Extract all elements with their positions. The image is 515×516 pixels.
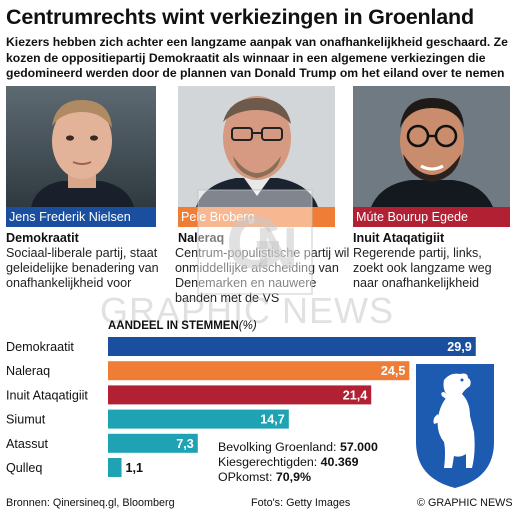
- bar: [108, 361, 410, 381]
- fact-eligible-voters: Kiesgerechtigden: 40.369: [218, 455, 359, 469]
- footer-copyright: © GRAPHIC NEWS: [417, 497, 513, 509]
- party-name-inuit-ataqatigiit: Inuit Ataqatigiit: [353, 231, 445, 245]
- page-subtitle: Kiezers hebben zich achter een langzame …: [6, 35, 508, 80]
- facts-box: Bevolking Groenland: 57.000 Kiesgerechti…: [218, 440, 378, 485]
- greenland-coat-of-arms-icon: [416, 364, 494, 488]
- candidate-name-nielsen: Jens Frederik Nielsen: [6, 207, 156, 227]
- party-description-demokraatit: Sociaal-liberale partij, staat geleideli…: [6, 246, 159, 290]
- page-title: Centrumrechts wint verkiezingen in Groen…: [6, 5, 474, 29]
- candidate-photo-nielsen: [6, 86, 156, 207]
- category-label: Inuit Ataqatigiit: [6, 388, 88, 402]
- bar: [108, 385, 372, 405]
- chart-title: AANDEEL IN STEMMEN(%): [108, 320, 257, 332]
- category-label: Demokraatit: [6, 340, 74, 354]
- value-label: 7,3: [176, 437, 194, 451]
- value-label: 24,5: [381, 364, 406, 378]
- party-description-naleraq: Centrum-populistische partij wil onmidde…: [175, 246, 350, 305]
- candidate-name-broberg: Pele Broberg: [178, 207, 335, 227]
- vote-share-bar-chart: Demokraatit 29,9 Naleraq 24,5 Inuit Ataqatig…: [6, 337, 476, 477]
- bar: [108, 337, 476, 356]
- party-name-demokraatit: Demokraatit: [6, 231, 79, 245]
- party-name-naleraq: Naleraq: [178, 231, 225, 245]
- category-label: Atassut: [6, 437, 49, 451]
- party-description-inuit-ataqatigiit: Regerende partij, links, zoekt ook langz…: [353, 246, 492, 290]
- footer-sources: Bronnen: Qinersineq.gl, Bloomberg: [6, 497, 175, 509]
- candidate-photo-egede: [353, 86, 510, 207]
- value-label: 1,1: [126, 461, 144, 475]
- bar: [108, 433, 198, 453]
- value-label: 29,9: [447, 340, 472, 354]
- value-label: 21,4: [343, 388, 368, 402]
- candidate-photo-broberg: [178, 86, 335, 207]
- category-label: Qulleq: [6, 461, 42, 475]
- candidate-name-egede: Múte Bourup Egede: [353, 207, 510, 227]
- fact-population: Bevolking Groenland: 57.000: [218, 440, 378, 454]
- bar: [108, 458, 122, 477]
- bar: [108, 409, 289, 429]
- category-label: Naleraq: [6, 364, 50, 378]
- category-label: Siumut: [6, 413, 46, 427]
- footer-photo-credit: Foto's: Getty Images: [251, 497, 351, 509]
- fact-turnout: OPkomst: 70,9%: [218, 470, 311, 484]
- value-label: 14,7: [260, 413, 285, 427]
